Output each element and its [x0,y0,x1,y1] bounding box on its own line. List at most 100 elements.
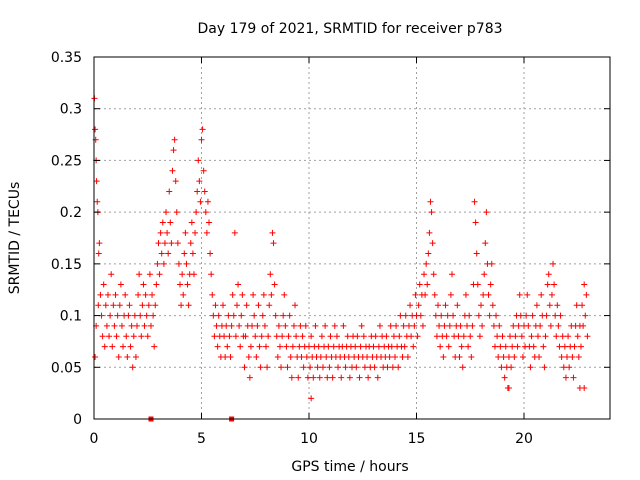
data-point [433,333,440,340]
data-point [110,302,117,309]
data-point [159,219,166,226]
data-point [427,198,434,205]
data-point [542,333,549,340]
data-point [95,250,102,257]
data-point [231,229,238,236]
data-point [256,343,263,350]
data-point [282,322,289,329]
data-point [187,240,194,247]
data-point [495,353,502,360]
data-point [460,333,467,340]
data-point [530,343,537,350]
data-point [490,322,497,329]
data-point [538,291,545,298]
data-point [138,333,145,340]
y-tick-label: 0.1 [60,309,82,325]
data-point [230,312,237,319]
data-point [268,291,275,298]
data-point [584,333,591,340]
data-point [402,312,409,319]
data-point [468,353,475,360]
data-point [371,364,378,371]
data-point [206,219,213,226]
data-point [112,291,119,298]
data-point [129,364,136,371]
data-point [297,322,304,329]
data-point [304,374,311,381]
data-point [143,312,150,319]
data-point [209,291,216,298]
data-point [192,229,199,236]
data-point [238,312,245,319]
data-point [260,291,267,298]
data-point [113,333,120,340]
data-point [498,364,505,371]
data-point [184,281,191,288]
data-point [254,322,261,329]
data-point [407,302,414,309]
data-point [163,209,170,216]
data-point [212,302,219,309]
data-point [483,209,490,216]
data-point [201,188,208,195]
data-point [239,291,246,298]
data-point [443,333,450,340]
data-point [171,136,178,143]
data-point [546,302,553,309]
data-point [135,291,142,298]
data-point [565,333,572,340]
data-point [528,333,535,340]
data-point [548,291,555,298]
data-point [478,302,484,309]
data-point [411,322,418,329]
data-point [374,374,381,381]
data-point [177,281,183,288]
data-point [422,291,429,298]
data-point [104,291,111,298]
data-point [308,333,315,340]
data-point [557,312,564,319]
data-point [410,343,417,350]
data-point [226,333,233,340]
data-point [221,333,228,340]
data-point [512,333,519,340]
data-point [250,291,257,298]
data-point [480,291,487,298]
data-point [417,312,424,319]
data-point [330,343,337,350]
y-tick-label: 0.2 [60,205,82,221]
data-point [488,260,495,267]
data-point [415,302,422,309]
data-point [180,291,187,298]
data-point [540,343,547,350]
data-point [431,291,438,298]
data-point [93,178,100,185]
data-point [200,167,207,174]
data-point [404,353,411,360]
data-point [486,312,493,319]
data-point [582,312,589,319]
data-point [456,353,463,360]
data-point [397,312,404,319]
data-point [170,147,177,154]
data-point [263,343,269,350]
data-point [424,281,431,288]
data-point [228,322,235,329]
data-point [308,395,315,402]
data-point [365,374,372,381]
data-point [203,229,210,236]
data-point [289,343,296,350]
data-point [444,312,451,319]
data-point [208,271,215,278]
data-point [458,343,465,350]
data-point [280,312,287,319]
data-point [447,291,454,298]
data-point [519,353,526,360]
data-point [295,374,302,381]
x-tick-label: 15 [408,431,426,447]
x-tick-label: 20 [515,431,533,447]
data-point [220,302,226,309]
data-point [288,374,295,381]
data-point [92,126,99,133]
